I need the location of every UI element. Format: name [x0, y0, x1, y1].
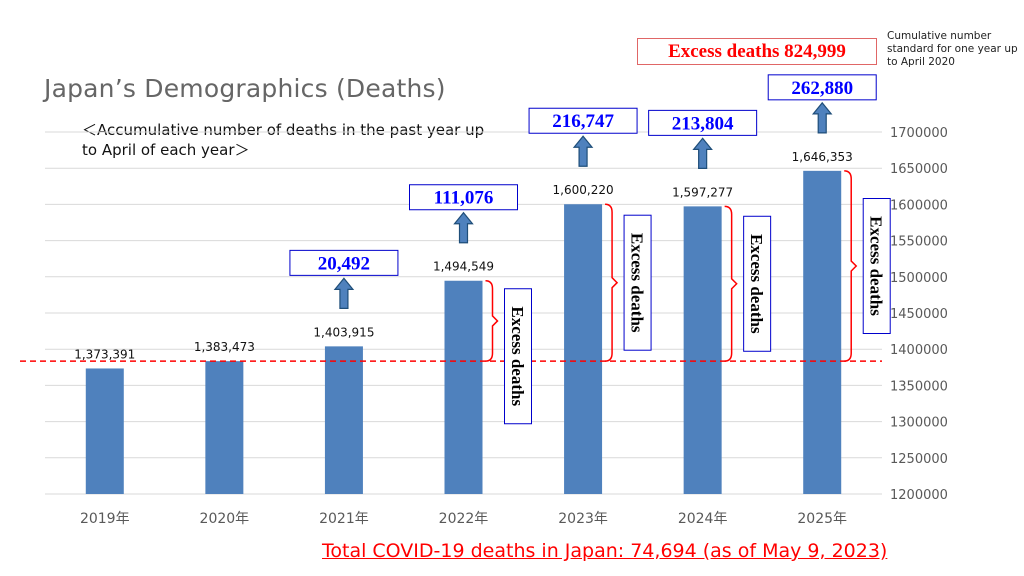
excess-bracket — [605, 203, 619, 362]
up-arrow-icon — [333, 277, 355, 309]
page-title: Japan’s Demographics (Deaths) — [44, 74, 446, 103]
data-label: 1,383,473 — [194, 340, 255, 354]
data-label: 1,597,277 — [672, 185, 733, 199]
bar — [205, 361, 244, 494]
data-label: 1,600,220 — [553, 183, 614, 197]
bar — [564, 204, 603, 494]
bar — [803, 170, 842, 494]
excess-bracket — [724, 205, 738, 362]
y-tick-label: 1200000 — [890, 488, 948, 503]
y-tick-label: 1400000 — [890, 343, 948, 358]
bar — [683, 206, 722, 494]
excess-deaths-label: Excess deaths — [628, 233, 647, 333]
excess-deaths-box — [623, 214, 652, 351]
y-tick-label: 1300000 — [890, 416, 948, 431]
excess-deaths-label: Excess deaths — [867, 216, 886, 316]
y-tick-label: 1500000 — [890, 271, 948, 286]
excess-deaths-label: Excess deaths — [747, 234, 766, 334]
excess-value-box — [289, 249, 399, 276]
footer-note: Total COVID-19 deaths in Japan: 74,694 (… — [322, 540, 888, 562]
y-tick-label: 1250000 — [890, 452, 948, 467]
data-label: 1,646,353 — [792, 150, 853, 164]
y-tick-label: 1600000 — [890, 198, 948, 213]
y-tick-label: 1650000 — [890, 162, 948, 177]
excess-value-box — [409, 184, 518, 211]
y-tick-label: 1450000 — [890, 307, 948, 322]
x-tick-label: 2023年 — [558, 511, 608, 527]
cumulative-note: Cumulative number standard for one year … — [887, 30, 1018, 68]
excess-value-box — [528, 107, 638, 134]
excess-deaths-box — [743, 215, 772, 352]
x-tick-label: 2024年 — [678, 511, 728, 527]
excess-value-label: 111,076 — [434, 188, 494, 209]
excess-value-label: 262,880 — [791, 78, 853, 99]
x-tick-label: 2019年 — [80, 511, 130, 527]
x-tick-label: 2021年 — [319, 511, 369, 527]
chart-subtitle: ＜Accumulative number of deaths in the pa… — [82, 121, 485, 159]
x-tick-label: 2025年 — [797, 511, 847, 527]
excess-deaths-box — [862, 198, 891, 335]
excess-value-box — [767, 74, 877, 101]
bar — [444, 280, 483, 494]
excess-bracket — [844, 170, 858, 362]
excess-value-box — [648, 109, 758, 136]
bar — [324, 346, 363, 494]
up-arrow-icon — [453, 211, 474, 244]
up-arrow-icon — [692, 137, 713, 169]
excess-bracket — [485, 279, 499, 362]
x-tick-label: 2022年 — [439, 511, 489, 527]
excess-value-label: 213,804 — [672, 113, 734, 134]
up-arrow-icon — [811, 101, 833, 134]
data-label: 1,403,915 — [313, 325, 374, 339]
bar — [85, 368, 124, 494]
data-label: 1,494,549 — [433, 260, 494, 274]
y-tick-label: 1350000 — [890, 379, 948, 394]
excess-value-label: 20,492 — [318, 253, 370, 274]
excess-deaths-box — [504, 288, 532, 425]
excess-deaths-label: Excess deaths — [508, 306, 527, 406]
y-tick-label: 1700000 — [890, 126, 948, 141]
y-tick-label: 1550000 — [890, 235, 948, 250]
up-arrow-icon — [572, 135, 594, 167]
excess-total-box: Excess deaths 824,999 — [637, 38, 877, 65]
data-label: 1,373,391 — [74, 347, 135, 361]
x-tick-label: 2020年 — [200, 511, 250, 527]
excess-value-label: 216,747 — [552, 111, 614, 132]
